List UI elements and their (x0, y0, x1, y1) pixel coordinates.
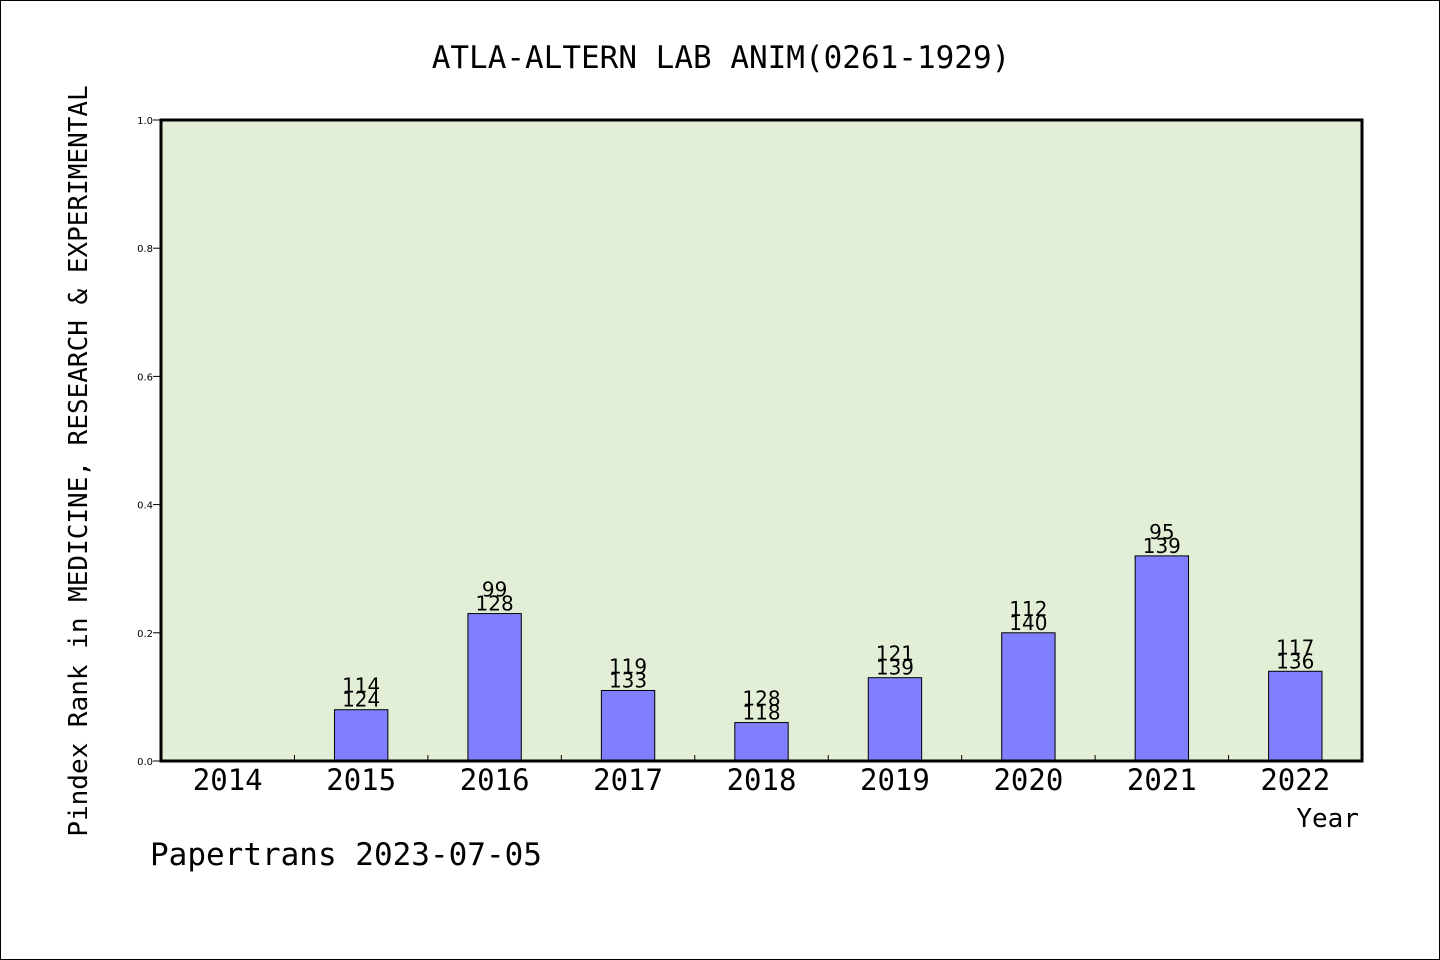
bar-label-top: 121 (876, 642, 914, 666)
y-tick-label: 0.8 (137, 244, 153, 255)
bar-label-top: 128 (742, 687, 780, 711)
bar (867, 677, 923, 762)
x-tick-label: 2019 (860, 763, 930, 797)
bar (1001, 632, 1056, 762)
bar-label-bottom: 128 (476, 592, 514, 616)
bar-label-bottom: 118 (742, 701, 780, 725)
bar (600, 689, 656, 762)
bar-label-top: 119 (609, 654, 647, 678)
y-axis-label: Pindex Rank in MEDICINE, RESEARCH & EXPE… (64, 85, 94, 836)
y-tick-label: 0.4 (137, 501, 153, 512)
x-tick-label: 2017 (593, 763, 663, 797)
footer-credit: Papertrans 2023-07-05 (150, 837, 542, 873)
bar (1268, 670, 1323, 762)
x-tick-label: 2022 (1260, 763, 1330, 797)
x-tick-label: 2018 (727, 763, 797, 797)
bar-labels-group: 1141249912811913312811812113911214095139… (342, 520, 1314, 725)
x-tick-label: 2016 (460, 763, 530, 797)
bar-label-bottom: 124 (342, 688, 380, 712)
bar-label-top: 99 (482, 578, 507, 602)
y-tick-label: 0.0 (137, 757, 153, 768)
bars-group (333, 555, 1323, 762)
bar-label-top: 117 (1276, 635, 1314, 659)
y-tick-label: 0.2 (137, 629, 153, 640)
x-tick-label: 2014 (193, 763, 263, 797)
bar-label-top: 95 (1149, 520, 1174, 544)
x-tick-label: 2021 (1127, 763, 1197, 797)
bar (734, 722, 789, 762)
bar-label-top: 114 (342, 674, 380, 698)
chart-title: ATLA-ALTERN LAB ANIM(0261-1929) (432, 40, 1011, 76)
bar-label-bottom: 133 (609, 668, 647, 692)
bar-label-bottom: 139 (876, 656, 914, 680)
bar-label-bottom: 140 (1009, 611, 1047, 635)
y-axis: 0.0 0.2 0.4 0.6 0.8 1.0 (137, 116, 161, 768)
x-axis: 2014 2015 2016 2017 2018 2019 2020 2021 2022 (193, 755, 1330, 797)
bar-label-bottom: 136 (1276, 649, 1314, 673)
bar (467, 613, 522, 762)
bar-label-bottom: 139 (1143, 534, 1181, 558)
x-axis-label: Year (1296, 804, 1359, 834)
x-tick-label: 2015 (326, 763, 396, 797)
x-tick-label: 2020 (993, 763, 1063, 797)
plot-border (159, 118, 1364, 763)
bar (1134, 555, 1190, 762)
bar (333, 709, 389, 762)
y-tick-label: 0.6 (137, 372, 153, 383)
bar-label-top: 112 (1009, 597, 1047, 621)
y-tick-label: 1.0 (137, 116, 153, 127)
